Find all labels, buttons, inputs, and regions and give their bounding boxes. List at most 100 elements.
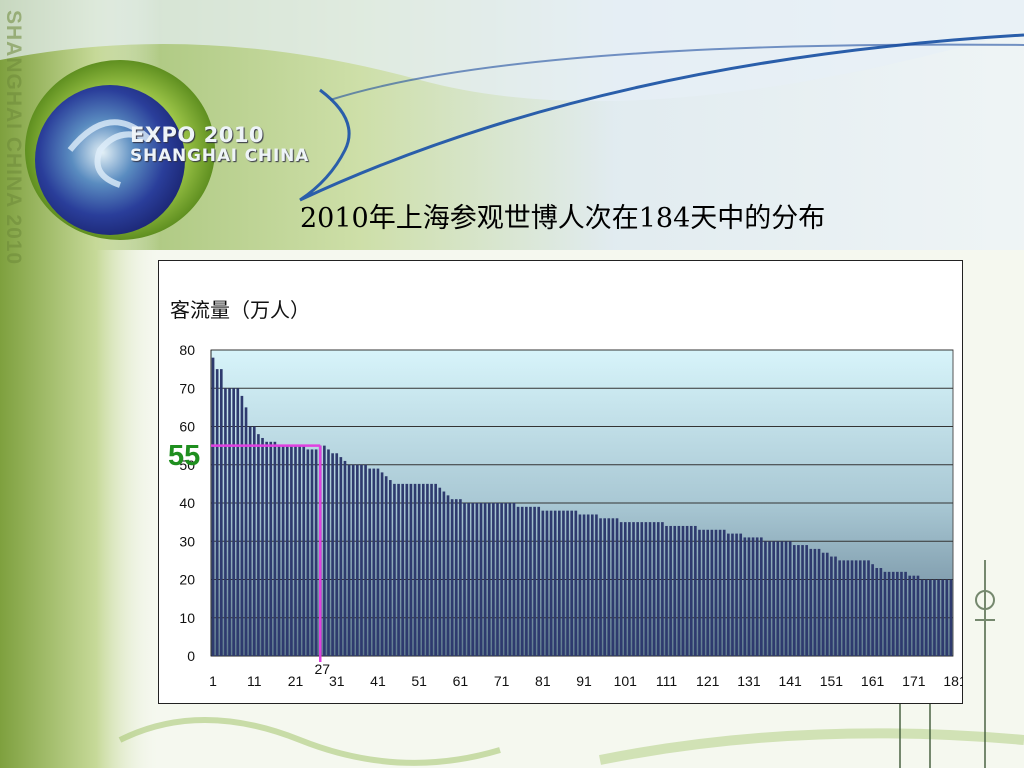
x-tick-labels: 1 11 21 31 41 51 61 71 81 91 101 111 121 131 141 151 161… xyxy=(209,673,963,689)
bar xyxy=(211,357,215,656)
bar xyxy=(401,483,405,656)
bar xyxy=(467,503,470,656)
bar xyxy=(834,556,837,656)
bar xyxy=(772,541,776,656)
bar xyxy=(599,518,602,656)
x-tick-label: 51 xyxy=(411,673,427,689)
bar xyxy=(257,434,260,656)
bar xyxy=(553,510,557,656)
bar xyxy=(261,437,264,656)
bar xyxy=(817,548,821,656)
bar xyxy=(776,541,780,656)
bar xyxy=(574,510,578,656)
bar xyxy=(219,369,223,656)
bar xyxy=(858,560,862,656)
bar xyxy=(838,560,841,656)
bar xyxy=(347,464,351,656)
bar xyxy=(500,503,503,656)
bar xyxy=(755,537,759,656)
bar xyxy=(656,522,660,656)
x-tick-label: 161 xyxy=(861,673,885,689)
x-tick-label: 151 xyxy=(820,673,844,689)
bar xyxy=(743,537,747,656)
bar xyxy=(797,545,800,656)
bar xyxy=(830,556,833,656)
y-axis-label: 客流量（万人） xyxy=(170,298,310,322)
bar xyxy=(281,445,285,656)
x-tick-label: 1 xyxy=(209,673,217,689)
side-watermark-text: SHANGHAI CHINA 2010 xyxy=(2,10,25,266)
bar xyxy=(409,483,413,656)
bar xyxy=(916,575,920,656)
bar xyxy=(850,560,854,656)
bar xyxy=(417,483,421,656)
bar xyxy=(504,503,508,656)
bar xyxy=(351,464,355,656)
bar xyxy=(949,579,953,656)
bar xyxy=(739,533,743,656)
bar xyxy=(891,571,895,656)
y-tick-label: 60 xyxy=(179,419,195,435)
bar xyxy=(863,560,866,656)
bar xyxy=(512,503,516,656)
bar xyxy=(335,453,339,656)
bar xyxy=(632,522,635,656)
bar xyxy=(636,522,639,656)
bar xyxy=(615,518,619,656)
bar xyxy=(450,499,454,656)
y-tick-label: 20 xyxy=(179,572,195,588)
bar xyxy=(727,533,730,656)
bar xyxy=(360,464,363,656)
bar xyxy=(809,548,813,656)
bar xyxy=(924,579,928,656)
y-tick-labels: 0 10 20 30 40 50 60 70 80 xyxy=(179,342,195,664)
logo-line1: EXPO 2010 xyxy=(130,123,265,147)
bar xyxy=(545,510,549,656)
bar xyxy=(248,426,252,656)
bar xyxy=(252,426,256,656)
bar xyxy=(388,480,392,656)
expo-logo: EXPO 2010 SHANGHAI CHINA xyxy=(130,125,309,167)
bar xyxy=(788,541,792,656)
y-tick-label: 80 xyxy=(179,342,195,358)
bar xyxy=(426,483,429,656)
y-tick-label: 10 xyxy=(179,610,195,626)
bar xyxy=(240,395,244,656)
bar xyxy=(244,407,248,656)
bar xyxy=(945,579,949,656)
x-tick-label: 91 xyxy=(576,673,592,689)
bar xyxy=(784,541,788,656)
bar xyxy=(879,568,883,656)
slide-title: 2010年上海参观世博人次在184天中的分布 xyxy=(300,203,826,234)
bar xyxy=(356,464,359,656)
bar xyxy=(430,483,433,656)
bar xyxy=(285,445,289,656)
bar xyxy=(327,449,330,656)
bar xyxy=(887,571,891,656)
bar xyxy=(883,571,887,656)
bar xyxy=(438,487,442,656)
bar xyxy=(896,571,899,656)
bar xyxy=(929,579,932,656)
bar xyxy=(298,445,301,656)
x-tick-label: 41 xyxy=(370,673,386,689)
bar xyxy=(290,445,293,656)
bar xyxy=(694,525,697,656)
bar xyxy=(570,510,574,656)
bar xyxy=(648,522,652,656)
bar xyxy=(714,529,718,656)
bar xyxy=(920,579,924,656)
bar xyxy=(611,518,615,656)
bar xyxy=(343,460,347,656)
bar xyxy=(566,510,569,656)
bar xyxy=(685,525,689,656)
bar xyxy=(689,525,693,656)
bar xyxy=(483,503,487,656)
bar xyxy=(393,483,396,656)
bar xyxy=(718,529,722,656)
bar xyxy=(323,445,326,656)
bar xyxy=(677,525,681,656)
bar xyxy=(405,483,409,656)
bar xyxy=(558,510,561,656)
